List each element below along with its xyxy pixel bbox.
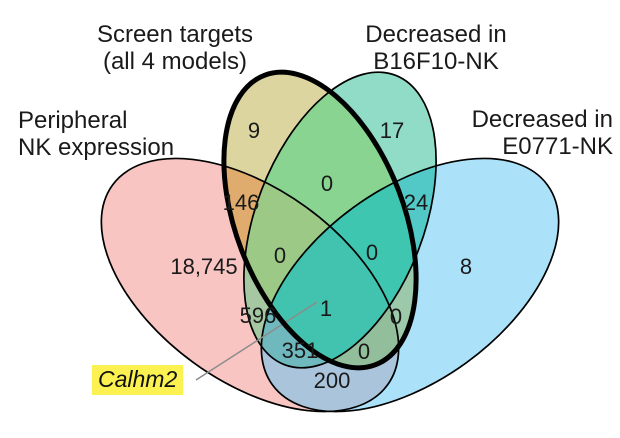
- region-count-e0771-only: 8: [459, 254, 473, 279]
- region-count-ac: 596: [239, 303, 277, 328]
- region-count-bcd: 0: [365, 240, 379, 265]
- set-label-b16f10: Decreased in B16F10-NK: [365, 21, 506, 75]
- set-label-line: NK expression: [18, 134, 175, 161]
- region-count-abcd: 1: [319, 296, 333, 321]
- set-label-line: Decreased in: [471, 106, 613, 133]
- set-label-peripheral-nk: Peripheral NK expression: [18, 107, 174, 161]
- region-count-b16f10-only: 17: [379, 118, 405, 143]
- set-label-line: Peripheral: [18, 107, 128, 134]
- region-count-screen-only: 9: [247, 118, 261, 143]
- region-count-acd: 351: [281, 338, 319, 363]
- set-label-line: Decreased in: [365, 21, 507, 48]
- region-count-abc: 0: [273, 243, 287, 268]
- region-count-ab: 146: [222, 190, 260, 215]
- set-label-line: E0771-NK: [502, 133, 613, 160]
- emphasis-outline-screen-targets: [221, 69, 419, 371]
- set-label-e0771: Decreased in E0771-NK: [472, 106, 613, 160]
- set-label-line: B16F10-NK: [373, 48, 499, 75]
- set-label-screen-targets: Screen targets (all 4 models): [97, 21, 253, 75]
- outline-e0771: [260, 157, 560, 413]
- outline-b16f10: [243, 71, 437, 369]
- set-label-line: Screen targets: [96, 21, 254, 48]
- region-count-abd: 0: [357, 339, 371, 364]
- region-count-ad: 200: [313, 368, 351, 393]
- gene-leader-line: [195, 301, 318, 381]
- outline-peripheral-nk: [100, 157, 400, 413]
- region-count-peripheral-only: 18,745: [170, 254, 238, 279]
- set-label-line: (all 4 models): [102, 48, 248, 75]
- gene-annotation-calhm2: Calhm2: [92, 365, 184, 395]
- region-count-bc: 0: [320, 171, 334, 196]
- region-count-bd: 0: [389, 304, 403, 329]
- region-count-cd: 24: [403, 190, 429, 215]
